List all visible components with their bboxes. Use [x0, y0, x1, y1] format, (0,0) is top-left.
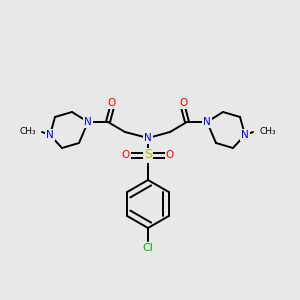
- Text: CH₃: CH₃: [259, 127, 276, 136]
- Text: N: N: [203, 117, 211, 127]
- Text: N: N: [144, 133, 152, 143]
- Text: CH₃: CH₃: [20, 127, 36, 136]
- Text: O: O: [179, 98, 187, 108]
- Text: S: S: [144, 148, 152, 161]
- Text: O: O: [108, 98, 116, 108]
- Text: O: O: [166, 150, 174, 160]
- Text: O: O: [122, 150, 130, 160]
- Text: N: N: [46, 130, 54, 140]
- Text: N: N: [84, 117, 92, 127]
- Text: N: N: [241, 130, 249, 140]
- Text: Cl: Cl: [142, 243, 153, 253]
